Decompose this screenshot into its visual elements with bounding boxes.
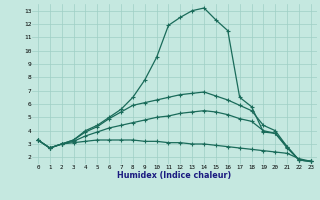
X-axis label: Humidex (Indice chaleur): Humidex (Indice chaleur) (117, 171, 232, 180)
